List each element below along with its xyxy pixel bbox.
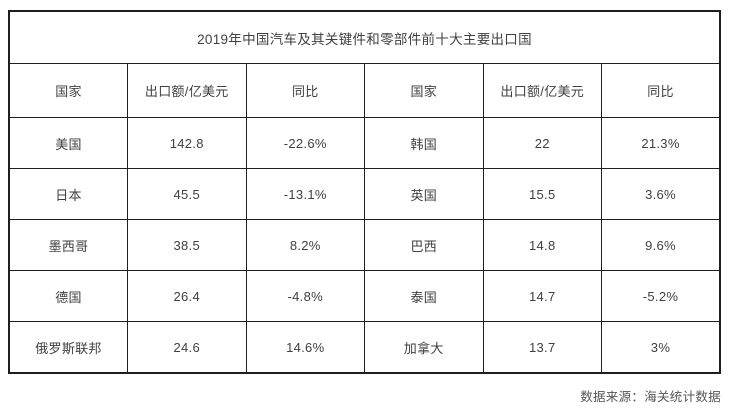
cell-country: 巴西	[364, 219, 484, 271]
table-row: 德国 26.4 -4.8% 泰国 14.7 -5.2%	[8, 270, 721, 322]
cell-export-value: 14.7	[482, 270, 602, 322]
column-header-yoy-left: 同比	[245, 63, 365, 118]
cell-export-value: 26.4	[127, 270, 247, 322]
column-header-export-value-right: 出口额/亿美元	[482, 63, 602, 118]
cell-yoy: 3%	[601, 321, 721, 374]
cell-export-value: 45.5	[127, 168, 247, 220]
column-header-export-value-left: 出口额/亿美元	[127, 63, 247, 118]
export-table: 2019年中国汽车及其关键件和零部件前十大主要出口国 国家 出口额/亿美元 同比…	[8, 10, 721, 374]
table-row: 俄罗斯联邦 24.6 14.6% 加拿大 13.7 3%	[8, 321, 721, 374]
table-title-row: 2019年中国汽车及其关键件和零部件前十大主要出口国	[8, 10, 721, 64]
cell-yoy: -5.2%	[601, 270, 721, 322]
cell-country: 美国	[8, 117, 128, 169]
cell-country: 泰国	[364, 270, 484, 322]
cell-export-value: 24.6	[127, 321, 247, 374]
cell-country: 加拿大	[364, 321, 484, 374]
column-header-yoy-right: 同比	[601, 63, 721, 118]
cell-country: 德国	[8, 270, 128, 322]
column-header-country-right: 国家	[364, 63, 484, 118]
table-row: 墨西哥 38.5 8.2% 巴西 14.8 9.6%	[8, 219, 721, 271]
cell-yoy: 21.3%	[601, 117, 721, 169]
cell-yoy: -4.8%	[245, 270, 365, 322]
cell-yoy: -13.1%	[245, 168, 365, 220]
cell-country: 墨西哥	[8, 219, 128, 271]
cell-export-value: 38.5	[127, 219, 247, 271]
cell-yoy: 3.6%	[601, 168, 721, 220]
cell-country: 俄罗斯联邦	[8, 321, 128, 374]
cell-yoy: 14.6%	[245, 321, 365, 374]
table-header-row: 国家 出口额/亿美元 同比 国家 出口额/亿美元 同比	[8, 63, 721, 118]
cell-yoy: 8.2%	[245, 219, 365, 271]
cell-yoy: 9.6%	[601, 219, 721, 271]
cell-country: 英国	[364, 168, 484, 220]
table-title: 2019年中国汽车及其关键件和零部件前十大主要出口国	[8, 10, 721, 64]
cell-country: 日本	[8, 168, 128, 220]
data-source-note: 数据来源：海关统计数据	[580, 390, 721, 404]
table-row: 美国 142.8 -22.6% 韩国 22 21.3%	[8, 117, 721, 169]
cell-export-value: 142.8	[127, 117, 247, 169]
cell-export-value: 22	[482, 117, 602, 169]
cell-export-value: 15.5	[482, 168, 602, 220]
cell-yoy: -22.6%	[245, 117, 365, 169]
cell-export-value: 13.7	[482, 321, 602, 374]
cell-country: 韩国	[364, 117, 484, 169]
column-header-country-left: 国家	[8, 63, 128, 118]
export-table-container: 2019年中国汽车及其关键件和零部件前十大主要出口国 国家 出口额/亿美元 同比…	[8, 10, 721, 374]
table-row: 日本 45.5 -13.1% 英国 15.5 3.6%	[8, 168, 721, 220]
cell-export-value: 14.8	[482, 219, 602, 271]
